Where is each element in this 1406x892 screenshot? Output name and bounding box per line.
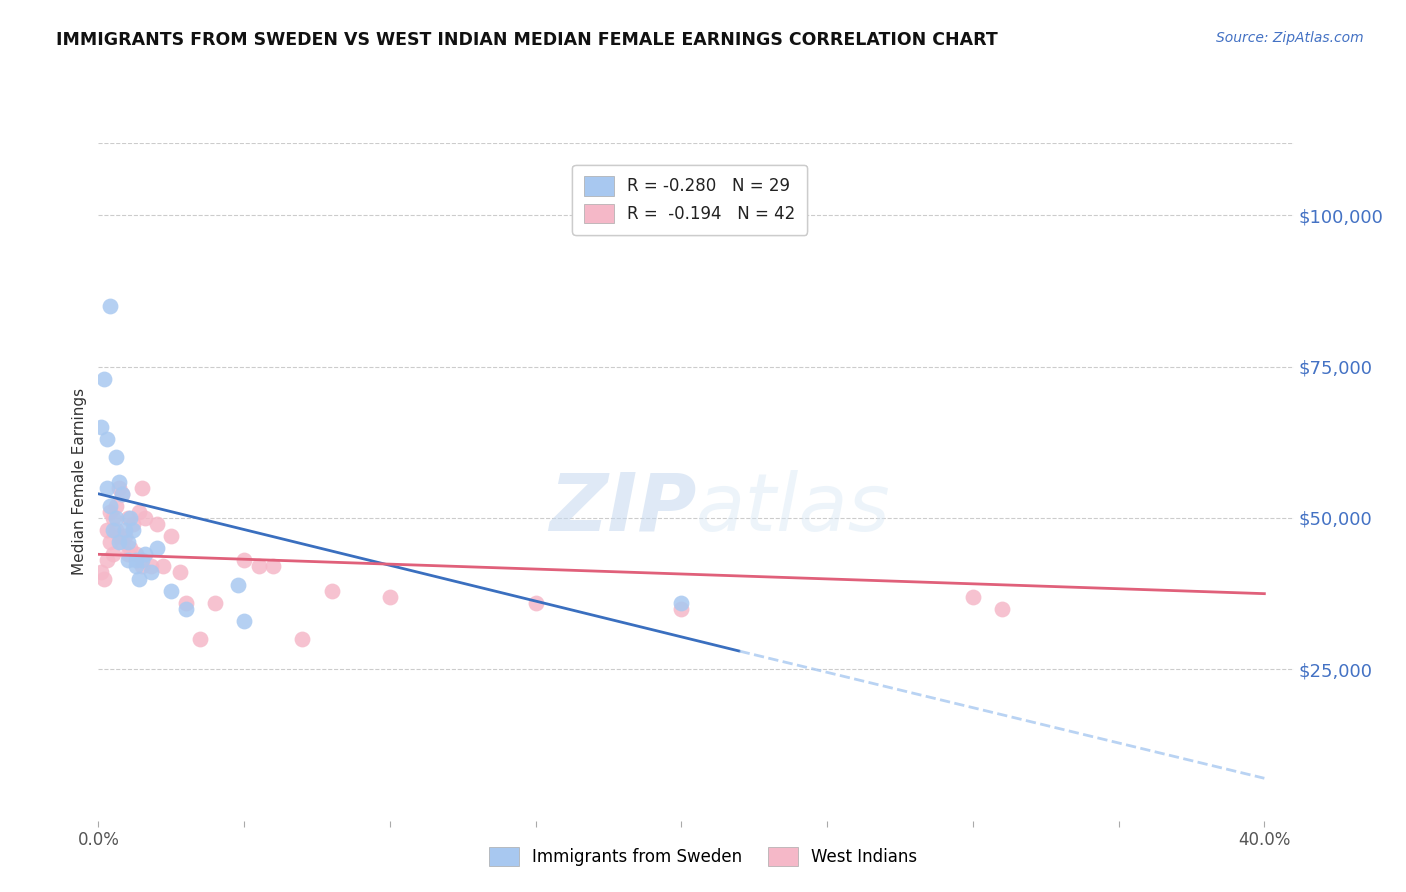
Text: atlas: atlas xyxy=(696,470,891,548)
Point xyxy=(120,511,142,525)
Text: IMMIGRANTS FROM SWEDEN VS WEST INDIAN MEDIAN FEMALE EARNINGS CORRELATION CHART: IMMIGRANTS FROM SWEDEN VS WEST INDIAN ME… xyxy=(56,31,998,49)
Point xyxy=(962,590,984,604)
Point xyxy=(991,602,1014,616)
Point xyxy=(321,583,343,598)
Point xyxy=(190,632,212,646)
Point xyxy=(101,511,124,525)
Point xyxy=(104,499,127,513)
Point xyxy=(174,602,197,616)
Point xyxy=(174,596,197,610)
Point xyxy=(233,614,256,628)
Point xyxy=(131,481,153,495)
Point xyxy=(93,372,115,386)
Y-axis label: Median Female Earnings: Median Female Earnings xyxy=(72,388,87,575)
Point xyxy=(93,572,115,586)
Point xyxy=(134,547,156,561)
Point xyxy=(160,583,183,598)
Point xyxy=(671,602,693,616)
Point xyxy=(114,523,136,537)
Point xyxy=(96,523,118,537)
Point xyxy=(145,517,167,532)
Point xyxy=(104,511,127,525)
Point xyxy=(108,535,131,549)
Point xyxy=(139,559,162,574)
Point xyxy=(96,433,118,447)
Point xyxy=(262,559,284,574)
Point xyxy=(96,553,118,567)
Point xyxy=(524,596,547,610)
Point xyxy=(131,559,153,574)
Point xyxy=(291,632,314,646)
Point xyxy=(125,559,148,574)
Point xyxy=(111,535,134,549)
Point xyxy=(122,517,145,532)
Legend: Immigrants from Sweden, West Indians: Immigrants from Sweden, West Indians xyxy=(481,838,925,875)
Point xyxy=(128,505,150,519)
Point xyxy=(378,590,401,604)
Point xyxy=(101,547,124,561)
Text: ZIP: ZIP xyxy=(548,470,696,548)
Point xyxy=(111,487,134,501)
Point xyxy=(117,547,139,561)
Point xyxy=(233,553,256,567)
Point xyxy=(117,553,139,567)
Point xyxy=(117,535,139,549)
Point xyxy=(111,487,134,501)
Point xyxy=(120,541,142,556)
Point xyxy=(125,553,148,567)
Point xyxy=(96,481,118,495)
Point xyxy=(104,523,127,537)
Point xyxy=(228,577,250,591)
Point xyxy=(139,566,162,580)
Point xyxy=(122,523,145,537)
Point xyxy=(101,523,124,537)
Point xyxy=(108,481,131,495)
Legend: R = -0.280   N = 29, R =  -0.194   N = 42: R = -0.280 N = 29, R = -0.194 N = 42 xyxy=(572,165,807,235)
Point xyxy=(145,541,167,556)
Point xyxy=(108,529,131,543)
Point xyxy=(160,529,183,543)
Point xyxy=(247,559,270,574)
Point xyxy=(134,511,156,525)
Point xyxy=(671,596,693,610)
Point xyxy=(104,450,127,465)
Text: Source: ZipAtlas.com: Source: ZipAtlas.com xyxy=(1216,31,1364,45)
Point xyxy=(128,572,150,586)
Point xyxy=(98,499,121,513)
Point xyxy=(108,475,131,489)
Point xyxy=(204,596,226,610)
Point xyxy=(152,559,174,574)
Point xyxy=(90,566,112,580)
Point xyxy=(98,505,121,519)
Point xyxy=(125,547,148,561)
Point xyxy=(114,529,136,543)
Point xyxy=(131,553,153,567)
Point xyxy=(117,511,139,525)
Point xyxy=(98,535,121,549)
Point xyxy=(169,566,191,580)
Point xyxy=(90,420,112,434)
Point xyxy=(98,299,121,313)
